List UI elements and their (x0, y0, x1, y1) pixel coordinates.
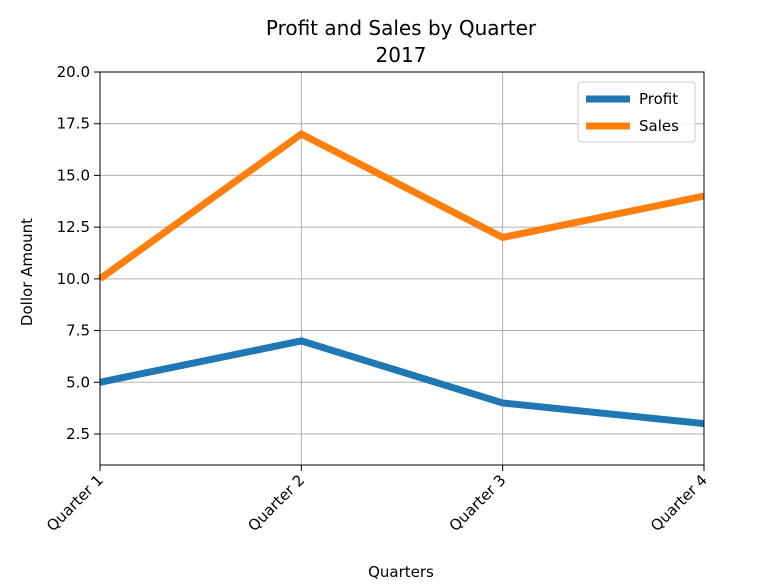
y-tick-label: 17.5 (57, 115, 90, 133)
y-tick-label: 15.0 (57, 166, 90, 184)
y-tick-label: 12.5 (57, 218, 90, 236)
legend-label-sales: Sales (639, 117, 679, 135)
x-tick-label: Quarter 3 (446, 471, 510, 535)
y-axis: 2.5 5.0 7.5 10.0 12.5 15.0 17.5 20.0 (57, 63, 100, 443)
y-tick-label: 2.5 (66, 425, 90, 443)
legend: Profit Sales (577, 81, 696, 143)
series-line-sales (97, 129, 705, 282)
series-lines (97, 129, 705, 428)
x-axis-label: Quarters (368, 563, 434, 581)
y-tick-label: 5.0 (66, 373, 90, 391)
x-tick-label: Quarter 1 (43, 471, 107, 535)
y-axis-label: Dollor Amount (18, 218, 36, 326)
series-line-profit (99, 337, 705, 428)
chart-titles: Profit and Sales by Quarter 2017 (266, 16, 537, 67)
chart-title: Profit and Sales by Quarter (266, 16, 537, 40)
chart-subtitle: 2017 (376, 43, 427, 67)
plot-frame (99, 71, 705, 466)
x-tick-label: Quarter 4 (647, 471, 711, 535)
y-tick-label: 20.0 (57, 63, 90, 81)
x-tick-label: Quarter 2 (244, 471, 308, 535)
y-tick-label: 10.0 (57, 270, 90, 288)
legend-label-profit: Profit (639, 90, 678, 108)
y-tick-label: 7.5 (66, 322, 90, 340)
x-axis: Quarter 1 Quarter 2 Quarter 3 Quarter 4 (43, 465, 711, 535)
